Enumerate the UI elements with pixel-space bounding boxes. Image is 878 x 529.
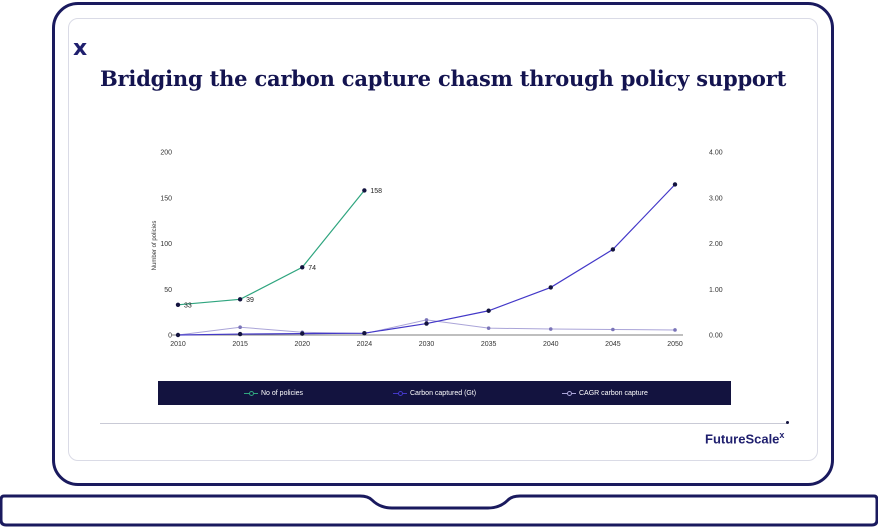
carbon-point (300, 331, 305, 336)
x-tick-label: 2040 (543, 341, 559, 348)
legend-swatch-icon (393, 390, 407, 396)
x-tick-label: 2015 (232, 341, 248, 348)
series-line-0 (177, 190, 365, 306)
y-right-tick-label: 3.00 (709, 195, 723, 202)
legend-item-policies: No of policies (244, 381, 303, 405)
y-right-tick-label: 0.00 (709, 333, 723, 340)
y-right-tick-label: 4.00 (709, 150, 723, 157)
x-tick-label: 2020 (294, 341, 310, 348)
carbon-point (672, 182, 678, 187)
policies-point (175, 302, 181, 308)
cagr-point (486, 326, 491, 330)
series-line-1 (177, 184, 676, 336)
y-left-tick-label: 150 (160, 195, 172, 202)
chart-legend: No of policies Carbon captured (Gt) CAGR… (158, 381, 731, 405)
cagr-point (673, 328, 677, 332)
data-label: 74 (308, 265, 316, 272)
x-tick-label: 2050 (667, 341, 683, 348)
data-label: 33 (184, 302, 192, 309)
policies-point (300, 265, 305, 270)
y-left-tick-label: 0 (168, 333, 172, 340)
footer-dot (786, 421, 789, 424)
legend-label: Carbon captured (Gt) (410, 389, 477, 397)
carbon-point (175, 332, 181, 338)
y-right-tick-label: 2.00 (709, 241, 723, 248)
x-tick-label: 2045 (605, 341, 621, 348)
page-title: Bridging the carbon capture chasm throug… (100, 66, 787, 91)
carbon-point (237, 331, 243, 337)
y-right-tick-label: 1.00 (709, 287, 723, 294)
policies-point (237, 297, 243, 302)
legend-item-cagr: CAGR carbon capture (562, 381, 648, 405)
legend-label: CAGR carbon capture (579, 389, 648, 397)
legend-swatch-icon (562, 390, 576, 396)
brand-name: FutureScale (705, 431, 780, 447)
y-left-tick-label: 50 (164, 287, 172, 294)
legend-item-carbon: Carbon captured (Gt) (393, 381, 476, 405)
policies-point (362, 188, 367, 193)
carbon-point (610, 247, 616, 252)
cagr-point (238, 325, 242, 330)
carbon-point (362, 330, 367, 336)
brand-mark: x (779, 430, 785, 440)
legend-label: No of policies (261, 389, 304, 397)
laptop-base (0, 494, 878, 527)
carbon-point (486, 308, 491, 313)
x-tick-label: 2030 (419, 341, 435, 348)
cagr-point (424, 318, 429, 322)
x-tick-label: 2035 (481, 341, 497, 348)
brand-logo: FutureScalex (705, 430, 784, 446)
x-tick-label: 2010 (170, 341, 186, 348)
y-axis-title: Number of policies (152, 221, 158, 271)
logo-mark: x (73, 36, 88, 61)
data-label: 158 (370, 188, 382, 195)
data-label: 39 (246, 297, 254, 304)
carbon-point (424, 321, 429, 326)
x-tick-label: 2024 (357, 341, 373, 348)
y-left-tick-label: 200 (160, 150, 172, 157)
y-left-tick-label: 100 (160, 241, 172, 248)
legend-swatch-icon (244, 390, 258, 396)
cagr-point (548, 327, 553, 331)
carbon-point (548, 285, 553, 290)
footer-divider (100, 423, 788, 424)
cagr-point (611, 327, 615, 332)
